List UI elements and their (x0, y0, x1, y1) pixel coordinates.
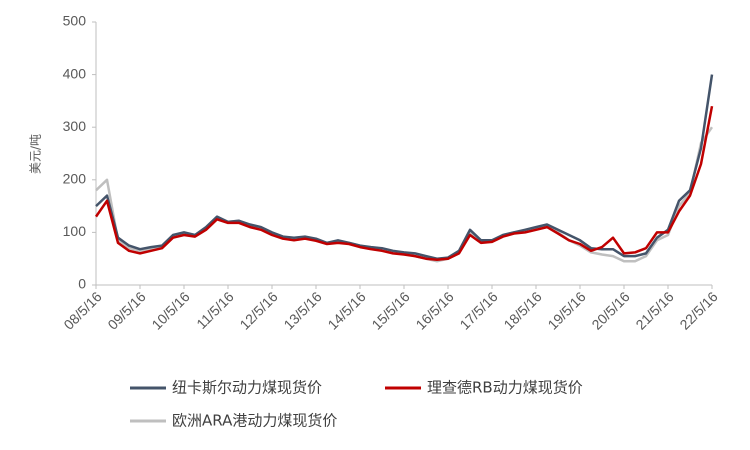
x-tick-label: 09/5/16 (104, 288, 148, 332)
x-tick-label: 12/5/16 (236, 288, 280, 332)
y-tick-label: 300 (63, 118, 87, 134)
legend-label: 纽卡斯尔动力煤现货价 (172, 379, 322, 397)
y-tick-label: 400 (63, 65, 87, 81)
x-tick-label: 14/5/16 (324, 288, 368, 332)
y-axis-label: 美元/吨 (29, 134, 43, 174)
series-line (95, 126, 714, 263)
x-tick-label: 15/5/16 (368, 288, 412, 332)
x-tick-label: 13/5/16 (280, 288, 324, 332)
x-tick-label: 18/5/16 (500, 288, 544, 332)
series-line (95, 74, 714, 260)
x-tick-label: 10/5/16 (148, 288, 192, 332)
legend-label: 理查德RB动力煤现货价 (427, 379, 583, 397)
x-tick-label: 19/5/16 (544, 288, 588, 332)
y-tick-label: 100 (63, 223, 87, 239)
y-tick-label: 0 (78, 276, 86, 292)
x-tick-label: 20/5/16 (588, 288, 632, 332)
x-tick-label: 11/5/16 (193, 288, 237, 332)
legend-label: 欧洲ARA港动力煤现货价 (172, 412, 337, 430)
x-tick-label: 16/5/16 (412, 288, 456, 332)
y-tick-label: 500 (63, 13, 87, 29)
x-tick-label: 21/5/16 (632, 288, 676, 332)
x-tick-label: 17/5/16 (456, 288, 500, 332)
x-tick-label: 08/5/16 (60, 288, 104, 332)
y-tick-label: 200 (63, 171, 87, 187)
x-tick-label: 22/5/16 (676, 288, 720, 332)
series-line (94, 105, 714, 262)
